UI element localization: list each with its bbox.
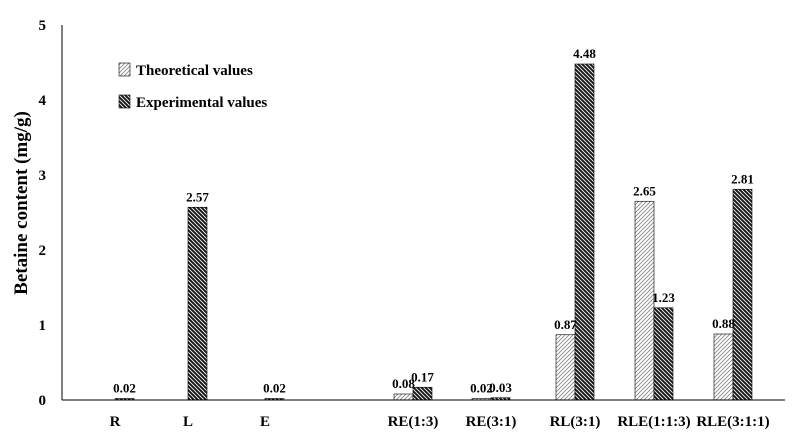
legend-swatch-theoretical <box>118 62 131 77</box>
data-label-experimental: 0.03 <box>489 380 512 395</box>
y-tick-label: 4 <box>39 93 47 109</box>
x-tick-labels: R L E RE(1:3) RE(3:1) RL(3:1) RLE(1:1:3) RLE(3:… <box>110 414 770 430</box>
bar-theoretical <box>393 393 414 401</box>
bar-theoretical <box>555 334 576 401</box>
data-label-experimental: 0.02 <box>263 381 286 396</box>
y-tick-label: 5 <box>39 18 47 34</box>
data-label-experimental: 0.17 <box>411 369 434 384</box>
data-label-experimental: 1.23 <box>652 290 675 305</box>
legend-swatch-experimental <box>118 94 131 109</box>
bar-experimental <box>187 206 208 401</box>
data-label-theoretical: 0.08 <box>392 376 415 391</box>
x-tick-label: RE(3:1) <box>466 414 517 430</box>
data-label-experimental: 2.57 <box>186 189 209 204</box>
bar-theoretical <box>713 333 734 401</box>
bar-experimental <box>574 63 595 401</box>
y-axis-title: Betaine content (mg/g) <box>11 111 32 295</box>
data-label-experimental: 4.48 <box>573 46 596 61</box>
data-labels: 0.08 0.02 0.87 2.65 0.88 0.02 2.57 0.02 0.17 0.03… <box>113 46 754 396</box>
x-tick-label: R <box>110 414 121 430</box>
bar-experimental <box>412 386 433 401</box>
y-tick-label: 0 <box>39 393 47 409</box>
legend-label-experimental: Experimental values <box>136 95 267 111</box>
data-label-theoretical: 2.65 <box>633 183 656 198</box>
x-tick-label: RE(1:3) <box>388 414 439 430</box>
data-label-theoretical: 0.88 <box>712 316 735 331</box>
y-tick-label: 2 <box>39 243 47 259</box>
y-tick-labels: 0 1 2 3 4 5 <box>39 18 47 409</box>
y-tick-label: 1 <box>39 318 47 334</box>
legend: Theoretical values Experimental values <box>118 62 267 111</box>
bar-series <box>114 63 753 401</box>
x-tick-label: RLE(1:1:3) <box>617 414 690 430</box>
y-tick-label: 3 <box>39 168 47 184</box>
x-tick-label: RLE(3:1:1) <box>696 414 769 430</box>
data-label-experimental: 0.02 <box>113 381 136 396</box>
x-tick-label: RL(3:1) <box>550 414 601 430</box>
x-tick-label: L <box>183 414 193 430</box>
x-tick-label: E <box>260 414 270 430</box>
data-label-theoretical: 0.02 <box>470 381 493 396</box>
data-label-experimental: 2.81 <box>731 171 754 186</box>
bar-experimental <box>732 188 753 401</box>
bar-experimental <box>653 307 674 401</box>
legend-label-theoretical: Theoretical values <box>136 63 253 79</box>
data-label-theoretical: 0.87 <box>554 317 577 332</box>
y-axis-title-text: Betaine content (mg/g) <box>11 111 32 295</box>
